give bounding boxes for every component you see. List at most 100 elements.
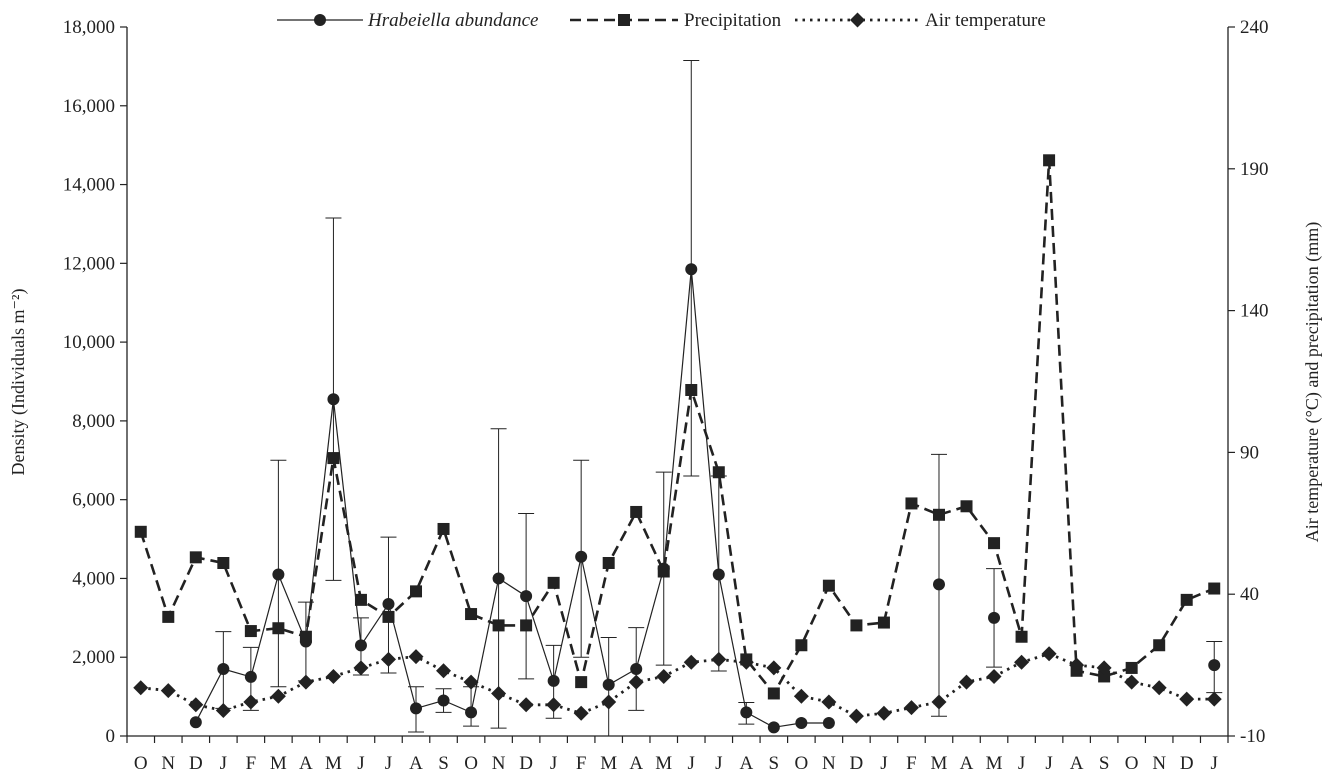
- y-right-tick-label: 190: [1240, 159, 1269, 180]
- data-point-air-temperature: [298, 674, 314, 690]
- data-point-precipitation: [1015, 630, 1028, 643]
- data-point-abundance: [575, 550, 588, 563]
- data-point-precipitation: [575, 676, 588, 689]
- data-point-air-temperature: [738, 654, 754, 670]
- error-bars-group: [215, 59, 1223, 737]
- data-point-air-temperature: [793, 688, 809, 704]
- x-tick-label-month: M: [655, 753, 672, 774]
- data-point-air-temperature: [188, 697, 204, 713]
- data-point-precipitation: [1208, 582, 1221, 595]
- data-point-air-temperature: [325, 668, 341, 684]
- legend-marker-air-temperature: [850, 12, 865, 28]
- data-point-precipitation: [520, 619, 533, 632]
- data-point-precipitation: [1098, 670, 1111, 683]
- x-tick-label-month: O: [1125, 753, 1139, 774]
- x-tick-label-month: O: [794, 753, 808, 774]
- x-tick-label-month: D: [1180, 753, 1194, 774]
- data-point-air-temperature: [931, 694, 947, 710]
- x-tick-label-month: A: [1070, 753, 1084, 774]
- x-tick-label-month: J: [385, 753, 392, 774]
- y-left-tick-label: 6,000: [72, 490, 115, 511]
- data-point-air-temperature: [1041, 646, 1057, 662]
- x-tick-label-month: A: [299, 753, 313, 774]
- data-point-precipitation: [465, 608, 478, 621]
- data-point-precipitation: [354, 593, 367, 606]
- data-point-air-temperature: [518, 697, 534, 713]
- series-line-air-temperature: [140, 652, 1215, 718]
- y-left-tick-label: 12,000: [63, 253, 115, 274]
- data-point-precipitation: [189, 551, 202, 564]
- x-tick-label-month: S: [1099, 753, 1110, 774]
- data-point-air-temperature: [243, 694, 259, 710]
- data-point-abundance: [547, 674, 560, 687]
- x-tick-label-month: J: [1211, 753, 1218, 774]
- x-tick-label-month: J: [1018, 753, 1025, 774]
- y-right-tick-label: 90: [1240, 442, 1259, 463]
- data-point-air-temperature: [628, 674, 644, 690]
- data-point-air-temperature: [903, 700, 919, 716]
- data-point-abundance: [410, 702, 423, 715]
- data-point-abundance: [685, 263, 698, 276]
- data-point-precipitation: [877, 616, 890, 629]
- data-point-precipitation: [822, 579, 835, 592]
- series-line-abundance: [196, 269, 1214, 727]
- data-point-precipitation: [217, 557, 230, 570]
- data-point-abundance: [217, 663, 230, 676]
- x-tick-label-month: A: [629, 753, 643, 774]
- data-point-precipitation: [630, 505, 643, 518]
- data-point-precipitation: [657, 565, 670, 578]
- data-point-air-temperature: [353, 660, 369, 676]
- data-point-precipitation: [905, 497, 918, 510]
- data-point-precipitation: [685, 384, 698, 397]
- data-point-air-temperature: [133, 680, 149, 696]
- x-tick-label-month: J: [220, 753, 227, 774]
- y-left-tick-label: 2,000: [72, 647, 115, 668]
- data-point-precipitation: [988, 537, 1001, 550]
- x-tick-label-month: D: [189, 753, 203, 774]
- data-point-air-temperature: [408, 649, 424, 665]
- y-axis-right-title: Air temperature (°C) and precipitation (…: [1302, 222, 1323, 543]
- data-point-precipitation: [1043, 154, 1056, 167]
- x-tick-label-month: N: [161, 753, 175, 774]
- data-point-precipitation: [795, 639, 808, 652]
- x-tick-label-month: O: [134, 753, 148, 774]
- x-tick-label-month: N: [492, 753, 506, 774]
- y-left-tick-label: 10,000: [63, 332, 115, 353]
- data-point-air-temperature: [380, 651, 396, 667]
- y-axis-left-title: Density (Individuals m⁻²): [8, 289, 29, 476]
- x-tick-label-month: J: [880, 753, 887, 774]
- data-point-abundance: [602, 678, 615, 691]
- data-point-precipitation: [492, 619, 505, 632]
- data-point-air-temperature: [573, 705, 589, 721]
- data-point-precipitation: [767, 687, 780, 700]
- y-right-tick-label: 140: [1240, 301, 1269, 322]
- data-point-air-temperature: [766, 660, 782, 676]
- data-point-abundance: [822, 717, 835, 730]
- data-point-air-temperature: [1206, 691, 1222, 707]
- data-point-air-temperature: [1096, 660, 1112, 676]
- x-tick-label-month: A: [960, 753, 974, 774]
- data-point-precipitation: [712, 466, 725, 479]
- x-tick-label-month: A: [739, 753, 753, 774]
- x-tick-label-month: S: [438, 753, 449, 774]
- series-line-precipitation: [139, 160, 1215, 696]
- data-point-air-temperature: [160, 683, 176, 699]
- data-point-abundance: [740, 706, 753, 719]
- legend: Hrabeiella abundance Precipitation Air tem…: [277, 10, 1046, 31]
- data-point-air-temperature: [1014, 654, 1030, 670]
- data-point-precipitation: [244, 625, 257, 638]
- data-point-abundance: [327, 393, 340, 406]
- x-tick-label-month: N: [1152, 753, 1166, 774]
- y-left-tick-label: 14,000: [63, 175, 115, 196]
- data-point-abundance: [520, 590, 533, 603]
- data-point-abundance: [272, 568, 285, 581]
- x-tick-label-month: M: [270, 753, 287, 774]
- data-point-air-temperature: [270, 688, 286, 704]
- data-point-air-temperature: [1124, 674, 1140, 690]
- x-tick-label-month: M: [325, 753, 342, 774]
- legend-marker-precipitation: [618, 14, 630, 26]
- data-point-air-temperature: [1179, 691, 1195, 707]
- y-right-tick-label: -10: [1240, 726, 1265, 747]
